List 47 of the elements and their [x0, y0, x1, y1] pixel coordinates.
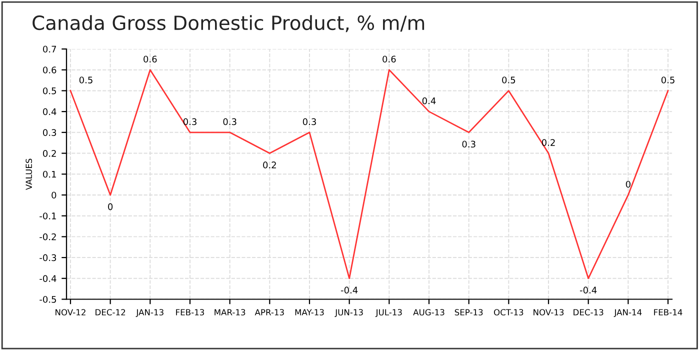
data-label: 0.3 — [183, 118, 196, 126]
y-tick-label: 0.5 — [43, 87, 56, 94]
data-label: 0.3 — [302, 118, 316, 126]
y-tick-label: 0.3 — [43, 129, 56, 136]
chart-title: Canada Gross Domestic Product, % m/m — [32, 15, 424, 32]
y-tick-label: 0.2 — [43, 150, 56, 157]
y-tick-label: -0.3 — [40, 254, 56, 262]
y-tick-label: 0.7 — [43, 46, 56, 53]
x-tick-label: JAN-13 — [136, 309, 164, 317]
x-tick-label: AUG-13 — [413, 309, 444, 316]
data-label: 0.5 — [502, 76, 516, 84]
x-tick-label: DEC-12 — [96, 309, 126, 316]
y-tick-label: -0.1 — [40, 212, 56, 220]
data-label: -0.4 — [580, 286, 597, 294]
data-label: 0.4 — [422, 97, 436, 104]
data-label: 0.3 — [223, 118, 236, 126]
x-tick-label: JUL-13 — [375, 309, 402, 317]
data-label: -0.4 — [340, 286, 358, 294]
x-tick-label: NOV-13 — [534, 309, 564, 316]
x-tick-label: NOV-12 — [56, 309, 86, 316]
x-tick-label: MAR-13 — [214, 309, 246, 316]
y-tick-label: 0.6 — [43, 66, 56, 74]
data-label: 0.5 — [79, 76, 92, 84]
data-label: 0 — [626, 180, 630, 188]
y-tick-label: 0 — [52, 192, 56, 199]
x-tick-label: FEB-13 — [176, 309, 204, 316]
data-label: 0.6 — [382, 56, 396, 63]
y-tick-label: -0.2 — [40, 233, 56, 240]
x-tick-label: DEC-13 — [574, 309, 604, 316]
data-label: 0.3 — [462, 140, 476, 148]
x-tick-label: FEB-14 — [654, 309, 682, 316]
y-axis-title: VALUES — [26, 158, 32, 190]
x-tick-label: OCT-13 — [494, 309, 524, 316]
data-label: 0.2 — [542, 139, 555, 146]
x-tick-label: SEP-13 — [454, 309, 483, 316]
x-tick-label: JAN-14 — [614, 309, 642, 317]
x-tick-label: JUN-13 — [334, 309, 363, 317]
data-label: 0.5 — [661, 76, 674, 84]
y-tick-label: 0.4 — [43, 108, 56, 116]
y-tick-label: -0.5 — [40, 296, 56, 303]
data-label: 0 — [108, 203, 113, 210]
x-tick-label: MAY-13 — [295, 309, 324, 316]
y-tick-label: 0.1 — [43, 170, 56, 178]
data-label: 0.2 — [263, 162, 276, 168]
data-label: 0.6 — [144, 56, 157, 63]
x-tick-label: APR-13 — [254, 309, 284, 316]
y-tick-label: -0.4 — [40, 275, 56, 282]
